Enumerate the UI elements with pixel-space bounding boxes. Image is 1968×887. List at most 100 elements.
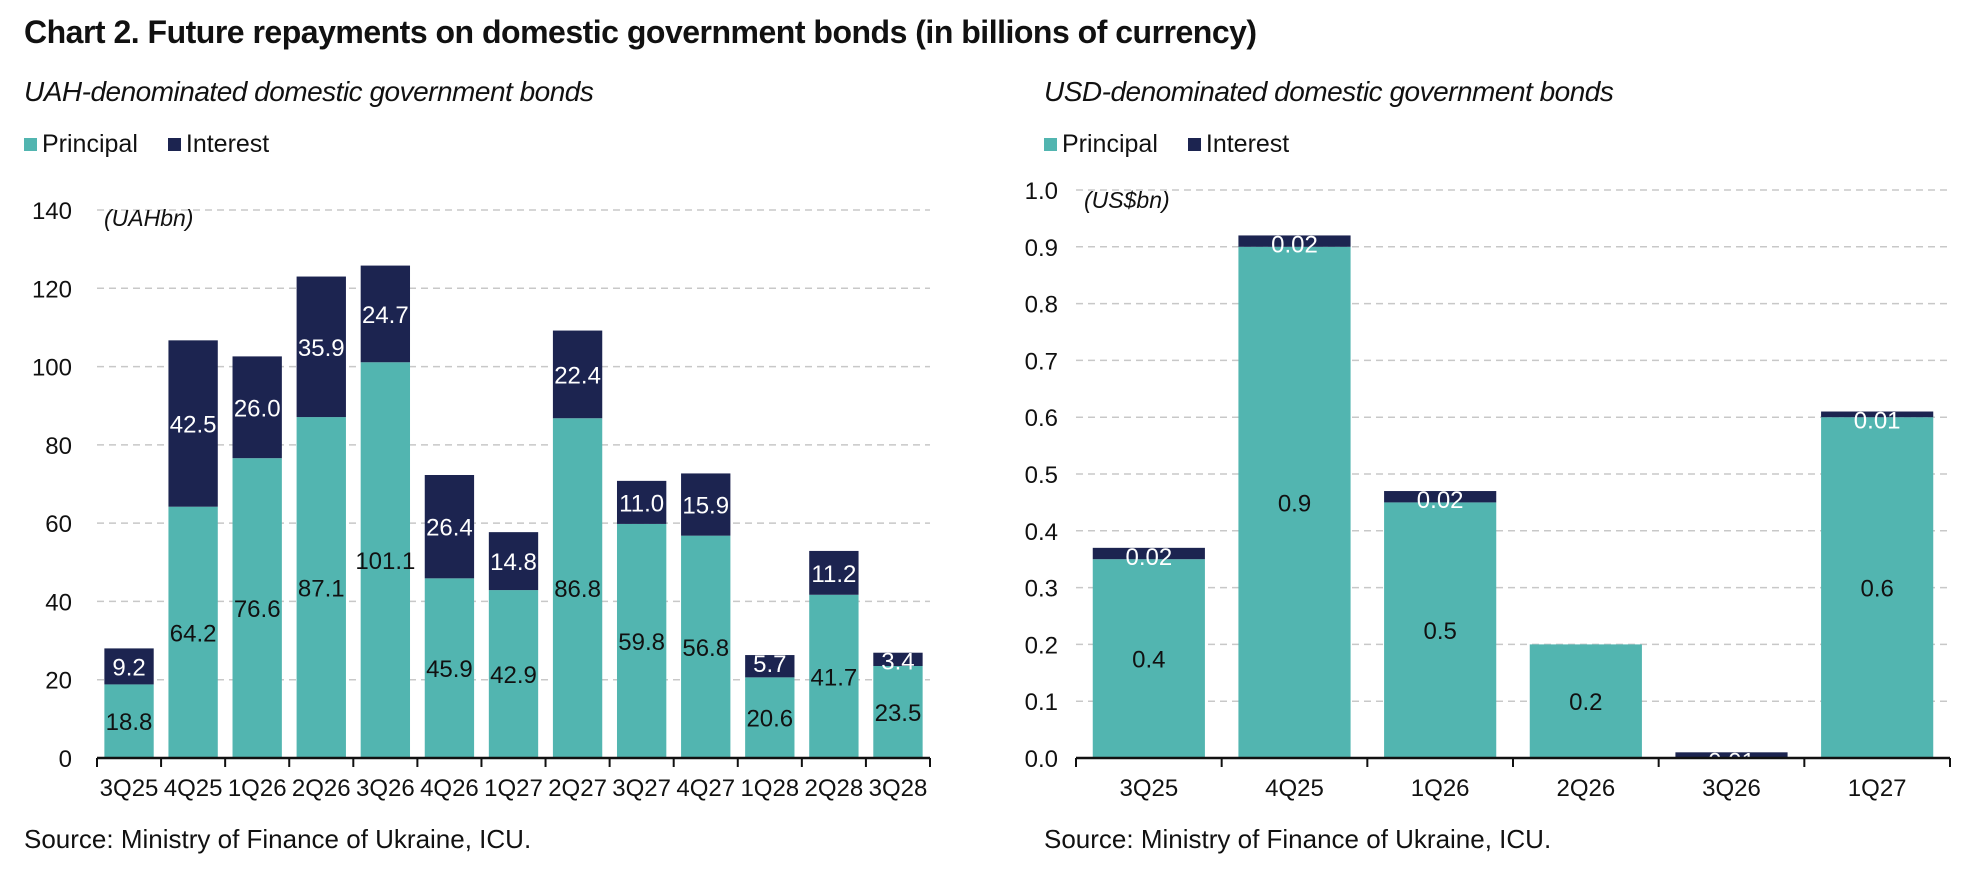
data-label-interest: 0.01 [1854,408,1901,435]
data-label-interest: 9.2 [112,654,145,681]
data-label-principal: 64.2 [170,620,217,647]
bar-interest [745,655,795,678]
data-label-principal: 87.1 [298,576,345,603]
y-tick-label: 0.0 [1025,746,1058,773]
data-label-principal: 20.6 [746,706,793,733]
bar-principal [168,506,218,758]
x-tick-label: 3Q26 [356,775,415,802]
bar-principal [232,458,282,758]
data-label-interest: 22.4 [554,362,601,389]
x-tick-label: 1Q26 [1411,775,1470,802]
data-label-principal: 0.5 [1423,618,1456,645]
bar-interest [809,550,859,595]
data-label-interest: 11.2 [811,561,856,588]
bar-principal [360,362,411,758]
bar-interest [168,340,218,507]
bar-principal [1529,644,1642,758]
data-label-principal: 0.2 [1569,689,1602,716]
legend-label-interest: Interest [185,130,270,158]
y-tick-label: 0.3 [1025,576,1058,603]
data-label-interest: 24.7 [362,302,409,329]
data-label-principal: 45.9 [426,656,473,683]
y-tick-label: 0.2 [1025,632,1058,659]
x-tick-label: 3Q28 [869,775,928,802]
y-tick-label: 0 [59,746,72,773]
x-tick-label: 1Q26 [228,775,287,802]
bar-principal [745,677,795,758]
data-label-principal: 18.8 [106,709,153,736]
principal-swatch [1044,138,1057,151]
bar-principal [1821,417,1934,758]
bar-principal [1238,246,1351,759]
data-label-interest: 42.5 [170,412,217,439]
data-label-principal: 23.5 [875,700,922,727]
data-label-principal: 56.8 [682,635,729,662]
x-tick-label: 3Q25 [100,775,159,802]
bar-interest [616,480,667,524]
x-tick-label: 2Q27 [548,775,607,802]
usd-bar-chart: 0.0 0.1 0.2 0.3 0.4 0.5 0.6 0.7 0.8 0.9 1.0 (US$bn)… [1025,178,1951,802]
y-tick-label: 120 [32,276,72,303]
usd-legend: Principal Interest [1044,130,1289,159]
y-tick-label: 140 [32,198,72,225]
data-label-principal: 59.8 [618,629,665,656]
x-tick-label: 2Q26 [292,775,351,802]
y-tick-label: 0.5 [1025,462,1058,489]
x-tick-label: 3Q27 [612,775,671,802]
legend-item-principal: Principal [1044,130,1158,159]
uah-chart-subtitle: UAH-denominated domestic government bond… [24,76,594,107]
bar-interest [1092,547,1205,560]
bar-interest [488,532,539,591]
usd-chart-subtitle: USD-denominated domestic government bond… [1044,76,1614,107]
unit-label: (US$bn) [1084,187,1170,213]
y-tick-label: 0.9 [1025,235,1058,262]
bar-principal [809,594,859,758]
bar-interest [1238,235,1351,247]
bar-interest [424,474,475,579]
bar-interest [232,356,282,459]
data-label-interest: 0.02 [1417,487,1464,514]
data-label-interest: 0.02 [1271,231,1318,258]
data-label-principal: 101.1 [355,548,415,575]
y-tick-label: 60 [45,511,72,538]
legend-label-principal: Principal [42,130,138,158]
usd-source-note: Source: Ministry of Finance of Ukraine, … [1044,824,1552,854]
y-tick-label: 1.0 [1025,178,1058,205]
data-label-principal: 76.6 [234,596,281,623]
bar-principal [424,578,475,758]
x-tick-label: 1Q27 [484,775,543,802]
data-label-interest: 14.8 [490,549,537,576]
data-label-interest: 35.9 [298,335,345,362]
data-label-principal: 0.4 [1132,647,1165,674]
x-tick-label: 4Q27 [676,775,735,802]
y-tick-label: 20 [45,668,72,695]
interest-swatch [167,138,181,151]
bar-principal [552,418,603,758]
data-label-principal: 41.7 [811,664,858,691]
y-tick-label: 100 [32,355,72,382]
uah-source-note: Source: Ministry of Finance of Ukraine, … [24,824,532,854]
bar-interest [296,276,346,418]
usd-chart-panel: USD-denominated domestic government bond… [1020,70,1968,870]
legend-label-interest: Interest [1205,130,1290,158]
y-tick-label: 0.7 [1025,348,1058,375]
data-label-interest: 26.4 [426,515,473,542]
data-label-interest: 0.01 [1708,748,1755,775]
chart-title: Chart 2. Future repayments on domestic g… [24,14,1257,50]
bar-interest [873,652,923,667]
x-tick-label: 1Q27 [1848,775,1907,802]
data-label-principal: 0.6 [1860,576,1893,603]
x-tick-label: 2Q28 [805,775,864,802]
x-tick-label: 4Q25 [164,775,223,802]
data-label-principal: 86.8 [554,576,601,603]
x-tick-label: 3Q25 [1119,775,1178,802]
data-label-interest: 26.0 [234,395,281,422]
x-tick-label: 2Q26 [1556,775,1615,802]
bar-principal [296,417,346,758]
bar-interest [360,265,411,363]
bar-principal [1092,559,1205,758]
principal-swatch [24,138,37,151]
uah-legend: Principal Interest [24,130,269,159]
bar-principal [681,535,731,758]
unit-label: (UAHbn) [104,205,193,231]
